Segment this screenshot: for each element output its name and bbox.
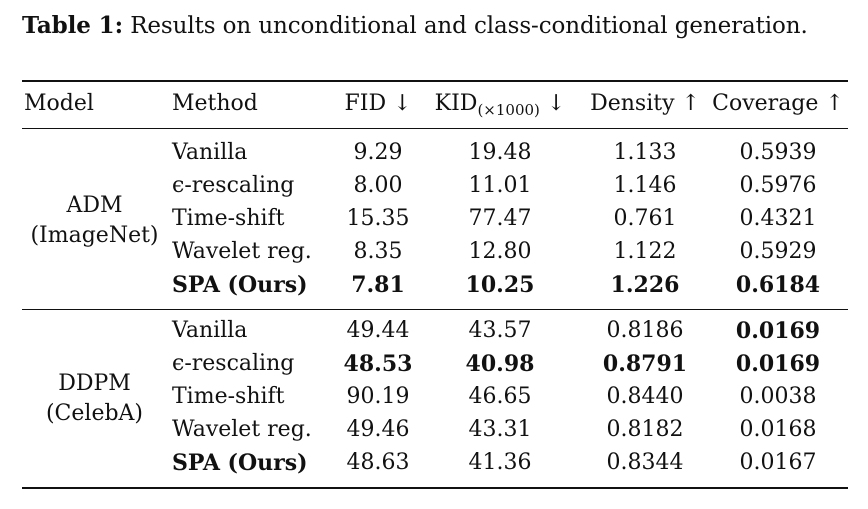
cell-density: 1.146 — [613, 173, 677, 198]
cell-coverage: 0.0038 — [739, 384, 817, 409]
header-kid: KID(×1000) ↓ — [434, 91, 566, 119]
cell-coverage: 0.6184 — [735, 272, 821, 298]
cell-fid: 8.00 — [353, 173, 403, 198]
cell-fid: 8.35 — [353, 239, 403, 264]
cell-coverage: 0.5929 — [739, 239, 817, 264]
group-model-label: ADM (ImageNet) — [22, 191, 167, 251]
model-name: DDPM — [58, 370, 131, 396]
cell-method: SPA (Ours) — [172, 272, 308, 298]
cell-kid: 77.47 — [468, 206, 532, 231]
bottom-rule — [22, 487, 848, 489]
cell-method: Wavelet reg. — [172, 239, 312, 264]
cell-kid: 40.98 — [465, 351, 535, 377]
cell-coverage: 0.0169 — [735, 351, 821, 377]
cell-coverage: 0.0169 — [735, 318, 821, 344]
cell-density: 1.122 — [613, 239, 677, 264]
top-rule — [22, 80, 848, 82]
model-name: ADM — [66, 192, 123, 218]
header-coverage: Coverage ↑ — [712, 91, 844, 116]
cell-fid: 90.19 — [346, 384, 410, 409]
cell-coverage: 0.5976 — [739, 173, 817, 198]
cell-density: 0.8440 — [606, 384, 684, 409]
cell-kid: 46.65 — [468, 384, 532, 409]
group-separator-rule — [22, 309, 848, 310]
cell-density: 1.133 — [613, 140, 677, 165]
cell-coverage: 0.4321 — [739, 206, 817, 231]
header-model: Model — [24, 91, 94, 116]
table-caption: Table 1: Results on unconditional and cl… — [22, 12, 862, 39]
header-density: Density ↑ — [590, 91, 700, 116]
cell-method: SPA (Ours) — [172, 450, 308, 476]
cell-fid: 48.53 — [343, 351, 413, 377]
cell-kid: 10.25 — [465, 272, 535, 298]
caption-label: Table 1: — [22, 12, 123, 39]
cell-fid: 9.29 — [353, 140, 403, 165]
header-fid: FID ↓ — [344, 91, 412, 116]
cell-method: Time-shift — [172, 384, 285, 409]
cell-fid: 49.44 — [346, 318, 410, 343]
cell-method: Vanilla — [172, 318, 248, 343]
cell-density: 0.8182 — [606, 417, 684, 442]
cell-method: Vanilla — [172, 140, 248, 165]
cell-coverage: 0.5939 — [739, 140, 817, 165]
model-dataset: (CelebA) — [45, 400, 144, 426]
cell-density: 0.761 — [613, 206, 677, 231]
header-method: Method — [172, 91, 258, 116]
cell-fid: 48.63 — [346, 450, 410, 475]
cell-density: 0.8791 — [602, 351, 688, 377]
cell-kid: 43.31 — [468, 417, 532, 442]
header-rule — [22, 128, 848, 129]
cell-density: 1.226 — [610, 272, 680, 298]
cell-kid: 12.80 — [468, 239, 532, 264]
cell-coverage: 0.0168 — [739, 417, 817, 442]
cell-fid: 15.35 — [346, 206, 410, 231]
cell-fid: 7.81 — [351, 272, 405, 298]
group-model-label: DDPM (CelebA) — [22, 369, 167, 429]
cell-density: 0.8344 — [606, 450, 684, 475]
cell-kid: 43.57 — [468, 318, 532, 343]
cell-density: 0.8186 — [606, 318, 684, 343]
caption-text: Results on unconditional and class-condi… — [130, 13, 808, 39]
cell-method: ϵ-rescaling — [172, 173, 295, 198]
cell-method: Wavelet reg. — [172, 417, 312, 442]
cell-method: ϵ-rescaling — [172, 351, 295, 376]
cell-coverage: 0.0167 — [739, 450, 817, 475]
model-dataset: (ImageNet) — [30, 222, 159, 248]
cell-method: Time-shift — [172, 206, 285, 231]
cell-kid: 19.48 — [468, 140, 532, 165]
cell-kid: 11.01 — [468, 173, 532, 198]
cell-fid: 49.46 — [346, 417, 410, 442]
cell-kid: 41.36 — [468, 450, 532, 475]
